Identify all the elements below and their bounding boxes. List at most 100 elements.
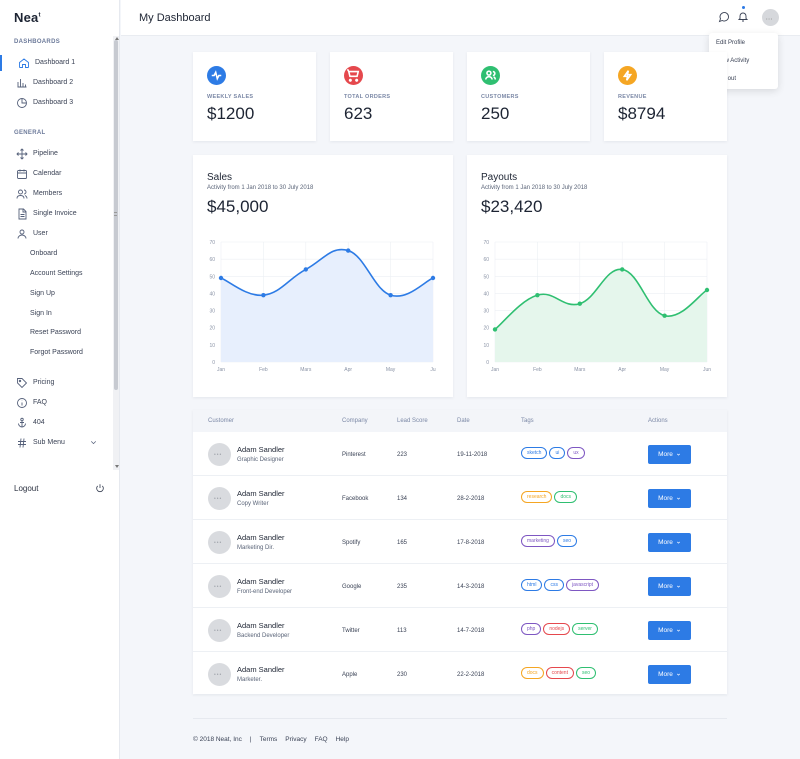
power-icon[interactable] <box>95 483 105 493</box>
y-tick-label: 20 <box>209 326 215 332</box>
date-cell: 22-2-2018 <box>457 672 485 678</box>
sidebar-item-members[interactable]: Members <box>0 186 113 202</box>
footer-link-faq[interactable]: FAQ <box>314 736 328 743</box>
data-point[interactable] <box>218 275 224 281</box>
sidebar-item-user[interactable]: User <box>0 226 113 242</box>
tag-badge[interactable]: css <box>544 579 564 591</box>
sidebar-item-dashboard-1[interactable]: Dashboard 1 <box>0 55 113 71</box>
data-point[interactable] <box>662 313 667 318</box>
scroll-up-icon[interactable] <box>115 37 119 40</box>
sidebar-subitem-sign-in[interactable]: Sign In <box>0 306 113 322</box>
tag-badge[interactable]: server <box>572 623 598 635</box>
tag-badge[interactable]: sketch <box>521 447 548 459</box>
sidebar-item-404[interactable]: 404 <box>0 415 113 431</box>
more-button[interactable]: More <box>648 489 691 508</box>
avatar-placeholder: ••• <box>214 672 223 678</box>
anchor-icon <box>18 417 26 428</box>
chart-total: $23,420 <box>481 197 543 216</box>
stat-value: 623 <box>344 104 373 123</box>
data-point[interactable] <box>430 275 436 281</box>
tag-badge[interactable]: ui <box>549 447 566 459</box>
sidebar-item-pipeline[interactable]: Pipeline <box>0 146 113 162</box>
bell-icon[interactable] <box>737 10 749 23</box>
avatar: ••• <box>208 663 231 686</box>
activity-icon <box>211 70 222 81</box>
company-cell: Pinterest <box>342 452 366 458</box>
tag-badge[interactable]: marketing <box>521 535 555 547</box>
more-button[interactable]: More <box>648 445 691 464</box>
x-tick-label: Feb <box>259 367 268 373</box>
table-row: ••• Adam Sandler Backend Developer Twitter 1… <box>193 608 727 652</box>
logout-link[interactable]: Logout <box>14 484 39 493</box>
data-point[interactable] <box>577 301 582 306</box>
avatar: ••• <box>208 487 231 510</box>
menu-item-edit-profile[interactable]: Edit Profile <box>716 40 746 46</box>
sidebar-subitem-account-settings[interactable]: Account Settings <box>0 266 113 282</box>
tag-badge[interactable]: php <box>521 623 542 635</box>
data-point[interactable] <box>303 267 308 272</box>
tag-badge[interactable]: docs <box>521 667 544 679</box>
sidebar-subitem-reset-password[interactable]: Reset Password <box>0 325 113 341</box>
sidebar-item-single-invoice[interactable]: Single Invoice <box>0 206 113 222</box>
sidebar-item-pricing[interactable]: Pricing <box>0 375 113 391</box>
sidebar-subitem-sign-up[interactable]: Sign Up <box>0 286 113 302</box>
data-point[interactable] <box>261 292 266 298</box>
footer-link-privacy[interactable]: Privacy <box>285 736 307 743</box>
data-point[interactable] <box>346 248 351 253</box>
move-icon <box>16 148 28 160</box>
data-point[interactable] <box>620 267 625 272</box>
sidebar-item-label: Members <box>33 190 63 197</box>
tag-badge[interactable]: content <box>545 667 574 679</box>
sidebar-item-sub-menu[interactable]: Sub Menu <box>0 435 113 451</box>
tag-badge[interactable]: html <box>521 579 543 591</box>
more-button[interactable]: More <box>648 533 691 552</box>
stat-label: TOTAL ORDERS <box>344 94 391 100</box>
stat-value: $8794 <box>618 104 666 123</box>
chevron-down-icon <box>676 541 680 544</box>
sidebar-scrollbar[interactable] <box>113 36 119 470</box>
sidebar: Neat DASHBOARDS Dashboard 1 Dashboard 2 … <box>0 0 120 759</box>
avatar-placeholder: ••• <box>766 16 774 21</box>
more-button[interactable]: More <box>648 621 691 640</box>
calendar-icon <box>17 169 27 179</box>
date-cell: 14-3-2018 <box>457 584 485 590</box>
tag-badge[interactable]: ux <box>567 447 585 459</box>
menu-item-view-activity[interactable]: View Activity <box>716 58 750 64</box>
footer-link-terms[interactable]: Terms <box>259 736 278 743</box>
company-cell: Spotify <box>342 540 361 546</box>
data-point[interactable] <box>535 292 540 298</box>
column-header-actions: Actions <box>648 418 668 424</box>
scroll-down-icon[interactable] <box>115 465 119 468</box>
data-point[interactable] <box>704 287 710 293</box>
sidebar-item-dashboard-3[interactable]: Dashboard 3 <box>0 95 113 111</box>
brand-suffix: t <box>38 12 41 19</box>
data-point[interactable] <box>388 292 393 298</box>
tag-badge[interactable]: nodejs <box>543 623 571 635</box>
tag-badge[interactable]: seo <box>556 535 578 547</box>
sidebar-subitem-label: Account Settings <box>30 270 83 277</box>
sidebar-subitem-onboard[interactable]: Onboard <box>0 246 113 262</box>
sidebar-item-calendar[interactable]: Calendar <box>0 166 113 182</box>
avatar[interactable]: ••• <box>762 9 779 26</box>
sidebar-item-label: Dashboard 2 <box>33 79 74 86</box>
brand-name: Nea <box>14 10 39 25</box>
avatar-placeholder: ••• <box>214 584 223 590</box>
sidebar-subitem-forgot-password[interactable]: Forgot Password <box>0 345 113 361</box>
tag-badge[interactable]: research <box>521 491 553 503</box>
tag-badge[interactable]: docs <box>554 491 578 503</box>
tag-badge[interactable]: javascript <box>565 579 600 591</box>
data-point[interactable] <box>492 327 498 332</box>
company-cell: Facebook <box>342 496 369 502</box>
sidebar-item-dashboard-2[interactable]: Dashboard 2 <box>0 75 113 91</box>
home-icon <box>19 58 29 68</box>
chat-icon[interactable] <box>718 11 730 23</box>
x-tick-label: Jun <box>703 367 711 373</box>
more-button[interactable]: More <box>648 577 691 596</box>
sidebar-item-faq[interactable]: FAQ <box>0 395 113 411</box>
x-tick-label: Apr <box>618 367 626 373</box>
tags-cell: research docs <box>521 491 578 503</box>
footer-link-help[interactable]: Help <box>335 736 349 743</box>
brand-logo[interactable]: Neat <box>14 10 41 25</box>
tag-badge[interactable]: seo <box>575 667 597 679</box>
more-button[interactable]: More <box>648 665 691 684</box>
